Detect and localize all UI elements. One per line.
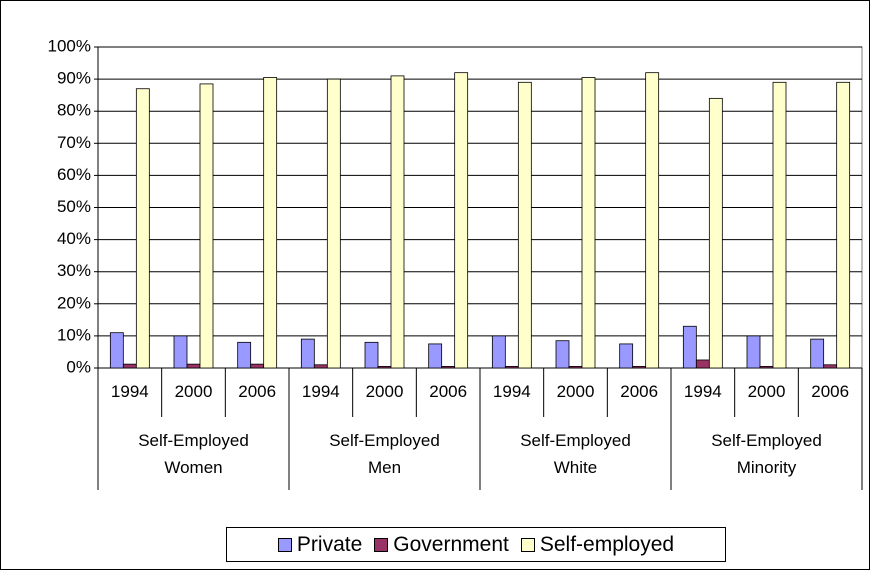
bar [428, 343, 443, 369]
x-tick-label: 2006 [620, 382, 658, 401]
y-tick-label: 10% [57, 325, 91, 344]
bar [263, 77, 278, 369]
bar [313, 364, 328, 369]
bar [504, 365, 519, 369]
bar [619, 343, 634, 369]
group-label: Self-Employed Women [138, 431, 249, 477]
bar [109, 332, 124, 369]
y-tick-label: 80% [57, 101, 91, 120]
x-tick-label: 2000 [366, 382, 404, 401]
legend-swatch [374, 537, 389, 552]
group-label: Self-Employed Minority [711, 431, 822, 477]
bar [581, 77, 596, 369]
bar [300, 338, 315, 369]
legend: Private Government Self-employed [226, 527, 726, 562]
legend-item: Self-employed [520, 532, 675, 557]
y-tick-label: 0% [66, 357, 91, 376]
bar [555, 340, 570, 369]
bar [326, 78, 341, 369]
bar [746, 335, 761, 369]
bar [390, 75, 405, 369]
bar [759, 365, 774, 369]
y-tick-label: 70% [57, 133, 91, 152]
x-tick-label: 2000 [175, 382, 213, 401]
legend-label: Private [296, 532, 363, 556]
bar [682, 325, 697, 369]
bar [250, 363, 265, 369]
bar [810, 338, 825, 369]
x-tick-label: 1994 [493, 382, 531, 401]
bar [173, 335, 188, 369]
y-tick-label: 60% [57, 165, 91, 184]
bar [836, 81, 851, 369]
legend-item: Government [374, 533, 509, 557]
y-tick-label: 100% [48, 36, 91, 55]
group-label: Self-Employed White [520, 431, 631, 477]
x-tick-label: 1994 [302, 382, 340, 401]
bar [491, 335, 506, 369]
bar [632, 365, 647, 369]
x-tick-label: 2006 [238, 382, 276, 401]
bar [517, 81, 532, 369]
bar [122, 363, 137, 369]
bar [186, 363, 201, 369]
bar [708, 97, 723, 369]
legend-item: Private [277, 532, 363, 557]
y-tick-label: 20% [57, 293, 91, 312]
x-tick-label: 1994 [684, 382, 722, 401]
bar [237, 341, 252, 369]
legend-swatch [277, 537, 292, 552]
bar [199, 83, 214, 369]
bar [377, 365, 392, 369]
bar [454, 72, 469, 369]
y-tick-label: 40% [57, 229, 91, 248]
bar [695, 359, 710, 369]
bar [645, 72, 660, 369]
x-tick-label: 2006 [429, 382, 467, 401]
bar [772, 81, 787, 369]
bar [135, 88, 150, 369]
bar [364, 341, 379, 369]
legend-label: Government [393, 532, 509, 556]
x-tick-label: 2000 [557, 382, 595, 401]
bar [568, 365, 583, 369]
y-tick-label: 90% [57, 69, 91, 88]
bar [441, 365, 456, 369]
y-tick-label: 30% [57, 261, 91, 280]
legend-swatch [520, 537, 535, 552]
x-tick-label: 2000 [748, 382, 786, 401]
x-tick-label: 1994 [111, 382, 149, 401]
group-label: Self-Employed Men [329, 431, 440, 477]
x-tick-label: 2006 [811, 382, 849, 401]
y-tick-label: 50% [57, 197, 91, 216]
legend-label: Self-employed [539, 532, 675, 556]
bar [823, 364, 838, 369]
